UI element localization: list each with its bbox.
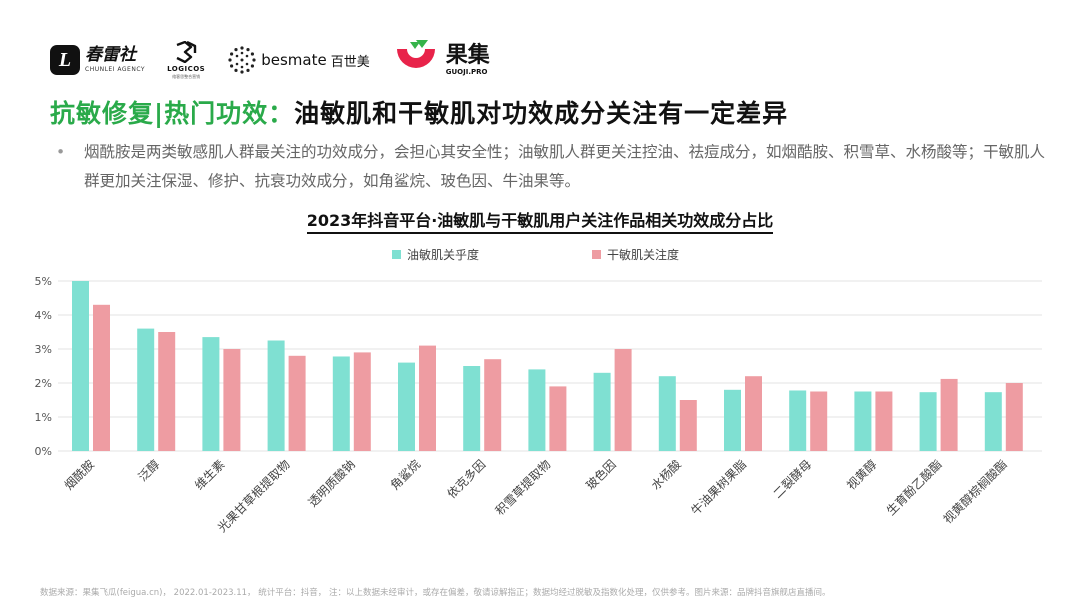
besmate-logo: besmate 百世美 [227,45,370,75]
bar-dry [288,355,306,451]
legend-label-dry: 干敏肌关注度 [607,248,680,262]
x-tick-label: 视黄醇 [843,457,879,493]
brand-logos: L 春雷社 CHUNLEI AGENCY LOGICOS 络客思整合营销 bes… [50,40,512,80]
x-tick-label: 烟酰胺 [62,457,97,492]
x-tick-label: 依克多因 [444,457,489,502]
y-tick-label: 4% [35,309,52,322]
insight-text: 烟酰胺是两类敏感肌人群最关注的功效成分，会担心其安全性；油敏肌人群更关注控油、祛… [84,143,1046,190]
x-tick-label: 视黄醇棕榈酸酯 [940,457,1010,527]
besmate-burst-icon [228,46,256,74]
bar-oily [267,340,285,451]
bar-dry [1005,383,1023,451]
headline-tag: 抗敏修复 [50,99,155,128]
page-headline: 抗敏修复|热门功效：油敏肌和干敏肌对功效成分关注有一定差异 [50,94,788,130]
besmate-cn-name: 百世美 [330,54,370,70]
x-tick-label: 角鲨烷 [388,457,423,492]
bar-dry [93,304,110,451]
bar-oily [854,391,872,451]
logicos-mark-icon [176,40,197,63]
x-tick-label: 生育酚乙酸酯 [883,457,945,519]
chunlei-tagline: CHUNLEI AGENCY [85,66,146,73]
bar-dry [549,386,567,451]
bar-oily [137,328,155,451]
bar-dry [353,352,371,451]
headline-topic: 热门功效： [164,99,295,128]
logicos-logo: LOGICOS 络客思整合营销 [167,40,206,80]
y-tick-label: 3% [35,343,52,356]
insight-bullet: • 烟酰胺是两类敏感肌人群最关注的功效成分，会担心其安全性；油敏肌人群更关注控油… [56,138,1046,196]
guoji-name: 果集 [445,42,490,68]
y-tick-label: 1% [35,411,52,424]
guoji-logo: 果集 GUOJI.PRO [392,40,490,80]
y-tick-label: 0% [35,445,52,458]
x-tick-label: 积雪草提取物 [492,457,554,519]
legend-swatch-oily [392,250,401,259]
footer-source-note: 数据来源：果集飞瓜(feigua.cn)， 2022.01-2023.11， 统… [40,588,831,598]
besmate-name: besmate [261,51,327,69]
guoji-mark-icon [396,40,435,68]
bar-oily [789,390,807,451]
legend-item-oily: 油敏肌关乎度 [392,246,479,263]
bar-oily [984,392,1002,451]
x-tick-label: 牛油果树果脂 [688,457,750,519]
bar-dry [158,332,176,451]
chart-title: 2023年抖音平台·油敏肌与干敏肌用户关注作品相关功效成分占比 [306,211,774,234]
bar-oily [724,389,741,451]
x-tick-label: 透明质酸钠 [305,457,358,510]
bar-dry [679,400,697,451]
x-tick-label: 二裂酵母 [770,457,814,501]
x-tick-label: 玻色因 [583,457,618,492]
bar-oily [398,362,415,451]
x-tick-label: 泛醇 [135,457,163,485]
guoji-domain: GUOJI.PRO [445,67,488,76]
chunlei-logo: L 春雷社 CHUNLEI AGENCY [50,45,145,75]
x-tick-label: 水杨酸 [648,457,684,493]
x-tick-label: 维生素 [192,457,227,492]
bar-oily [202,337,220,451]
legend-swatch-dry [592,250,601,259]
bar-dry [810,391,828,451]
bar-dry [875,391,893,451]
bar-dry [484,359,502,451]
bar-dry [223,349,241,451]
bar-oily [593,372,611,451]
legend-item-dry: 干敏肌关注度 [592,246,679,263]
bar-dry [745,376,762,451]
bar-oily [332,356,350,451]
headline-separator: | [154,99,165,128]
chart-legend: 油敏肌关乎度 干敏肌关注度 [0,246,1080,264]
y-tick-label: 5% [35,275,52,288]
logicos-tagline: 络客思整合营销 [172,73,201,79]
y-tick-label: 2% [35,377,52,390]
bar-oily [528,369,546,451]
logicos-name: LOGICOS [167,64,206,73]
bar-oily [72,281,89,451]
bar-oily [658,376,676,451]
headline-statement: 油敏肌和干敏肌对功效成分关注有一定差异 [294,99,789,128]
bar-dry [940,378,958,451]
bar-dry [614,349,632,451]
bar-oily [919,392,937,451]
chunlei-name: 春雷社 [85,45,136,65]
bar-dry [419,345,436,451]
chart-title-wrap: 2023年抖音平台·油敏肌与干敏肌用户关注作品相关功效成分占比 [0,207,1080,234]
chunlei-mark-icon: L [50,45,80,75]
bar-oily [463,366,481,451]
legend-label-oily: 油敏肌关乎度 [407,248,480,262]
bullet-marker: • [56,143,66,161]
